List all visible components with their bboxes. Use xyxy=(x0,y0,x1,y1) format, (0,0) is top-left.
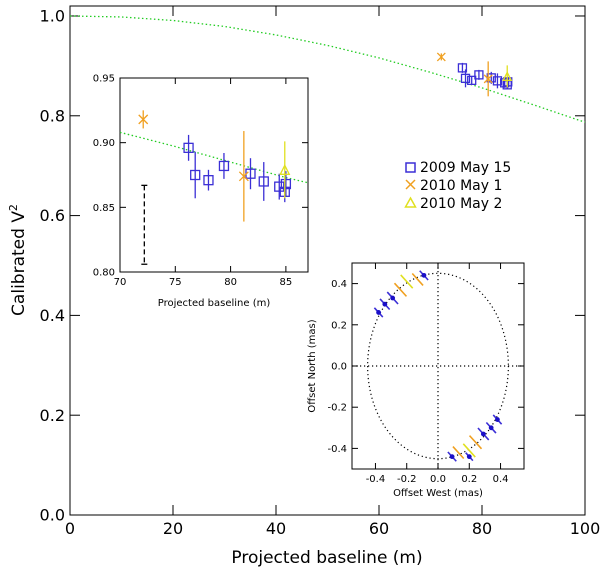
inset-zoom-xtick-label: 85 xyxy=(280,277,293,288)
offset-point-may15 xyxy=(480,431,486,437)
main-y-axis-label: Calibrated V2 xyxy=(7,204,29,316)
main-square-point xyxy=(457,63,468,73)
inset-zoom-triangle-point xyxy=(279,163,291,175)
offset-segment-may1 xyxy=(411,272,424,286)
legend-label-may15: 2009 May 15 xyxy=(420,160,511,176)
main-x-axis-label: Projected baseline (m) xyxy=(231,548,422,568)
inset-zoom-square-point xyxy=(218,160,230,172)
main-axis-ticks: 0 20 40 60 80 100 0.0 0.2 0.4 0.6 0.8 1.0 xyxy=(40,6,600,538)
inset-zoom-ticks: 70 75 80 85 0.80 0.85 0.90 0.95 xyxy=(93,74,308,288)
inset-zoom-square-point xyxy=(203,175,214,186)
inset-zoom-x-point-stroke xyxy=(238,171,249,182)
inset-uv-xtick-label: 0.0 xyxy=(430,474,446,485)
offset-point-may15 xyxy=(390,295,396,301)
inset-zoom-xtick-label: 70 xyxy=(114,277,127,288)
offset-point-may15 xyxy=(376,310,381,315)
main-xtick-label: 80 xyxy=(472,519,492,538)
offset-point-may15 xyxy=(449,454,455,460)
legend-triangle-marker xyxy=(404,196,417,208)
legend: 2009 May 15 2010 May 1 2010 May 2 xyxy=(404,160,511,212)
inset-uv-ticks: -0.4 -0.2 0.0 0.2 0.4 -0.4 -0.2 0.0 0.2 0.4 xyxy=(327,263,524,485)
inset-uv-ytick-label: 0.2 xyxy=(331,320,347,331)
inset-zoom-x-axis-label: Projected baseline (m) xyxy=(158,298,271,309)
inset-zoom-square-point xyxy=(280,178,292,190)
main-data-points xyxy=(436,52,513,97)
main-x-point-stroke xyxy=(436,52,446,62)
main-xtick-label: 100 xyxy=(570,519,600,538)
main-x-point-stroke xyxy=(483,74,493,84)
inset-uv-y-axis-label: Offset North (mas) xyxy=(307,319,318,412)
main-y-axis-label-text: Calibrated V xyxy=(9,211,29,316)
inset-uv-x-axis-label: Offset West (mas) xyxy=(393,488,483,499)
offset-point-may15 xyxy=(488,425,494,431)
inset-uv-ytick-label: 0.4 xyxy=(331,279,347,290)
offset-point-may15 xyxy=(495,417,500,422)
legend-square-marker xyxy=(405,162,416,173)
inset-uv-ytick-label: -0.4 xyxy=(327,444,347,455)
legend-x-marker xyxy=(405,179,416,190)
inset-uv-guides xyxy=(352,263,524,469)
main-xtick-label: 40 xyxy=(266,519,286,538)
legend-label-may1: 2010 May 1 xyxy=(420,178,502,194)
inset-zoom-square-point xyxy=(183,142,194,153)
main-ytick-label: 0.2 xyxy=(40,406,65,425)
legend-label-may2: 2010 May 2 xyxy=(420,196,502,212)
offset-segment-may2 xyxy=(462,443,476,458)
main-xtick-label: 60 xyxy=(369,519,389,538)
main-xtick-label: 0 xyxy=(65,519,75,538)
main-square-point xyxy=(460,73,471,84)
inset-zoom-xtick-label: 75 xyxy=(169,277,182,288)
inset-zoom-systematic-bar xyxy=(141,184,148,265)
main-square-point xyxy=(467,75,477,86)
offset-segment-may1 xyxy=(393,282,408,297)
inset-zoom-square-point xyxy=(190,169,201,181)
main-square-point xyxy=(474,70,484,80)
inset-zoom-ytick-label: 0.90 xyxy=(93,138,115,149)
inset-uv-ytick-label: -0.2 xyxy=(327,403,347,414)
inset-uv-xtick-label: 0.2 xyxy=(461,474,477,485)
inset-uv-xtick-label: 0.4 xyxy=(493,474,509,485)
inset-zoom-frame xyxy=(119,77,309,273)
main-triangle-point xyxy=(502,70,513,82)
offset-segment-may1 xyxy=(452,446,465,460)
main-ytick-label: 1.0 xyxy=(40,7,65,26)
inset-zoom-x-point-stroke xyxy=(138,114,149,125)
inset-uv-xtick-label: -0.2 xyxy=(397,474,417,485)
inset-zoom-xtick-label: 80 xyxy=(224,277,237,288)
inset-zoom-data-points xyxy=(138,110,292,222)
inset-uv-panel: -0.4 -0.2 0.0 0.2 0.4 -0.4 -0.2 0.0 0.2 0.4 Offse… xyxy=(307,262,525,499)
offset-segment-may1 xyxy=(468,435,483,450)
offset-point-may15 xyxy=(382,301,388,307)
inset-zoom-panel: 70 75 80 85 0.80 0.85 0.90 0.95 Projected basel… xyxy=(93,74,309,309)
main-ytick-label: 0.4 xyxy=(40,306,65,325)
offset-point-may15 xyxy=(421,272,427,278)
inset-zoom-ytick-label: 0.80 xyxy=(93,268,115,279)
offset-point-may15 xyxy=(466,454,472,460)
inset-uv-frame xyxy=(351,262,525,470)
inset-uv-ytick-label: 0.0 xyxy=(331,362,347,373)
inset-zoom-ytick-label: 0.95 xyxy=(93,74,115,85)
main-ytick-label: 0.8 xyxy=(40,106,65,125)
main-ytick-label: 0.6 xyxy=(40,206,65,225)
inset-uv-segments xyxy=(373,270,503,462)
inset-zoom-square-point xyxy=(258,176,269,187)
offset-segment-may2 xyxy=(400,274,414,289)
main-plot-frame xyxy=(69,5,586,516)
inset-uv-xtick-label: -0.4 xyxy=(366,474,386,485)
inset-zoom-ytick-label: 0.85 xyxy=(93,203,115,214)
main-ytick-label: 0.0 xyxy=(40,506,65,525)
inset-zoom-square-point xyxy=(274,181,285,192)
main-xtick-label: 20 xyxy=(163,519,183,538)
main-y-axis-label-sup: 2 xyxy=(7,204,20,211)
main-square-point xyxy=(492,76,503,86)
